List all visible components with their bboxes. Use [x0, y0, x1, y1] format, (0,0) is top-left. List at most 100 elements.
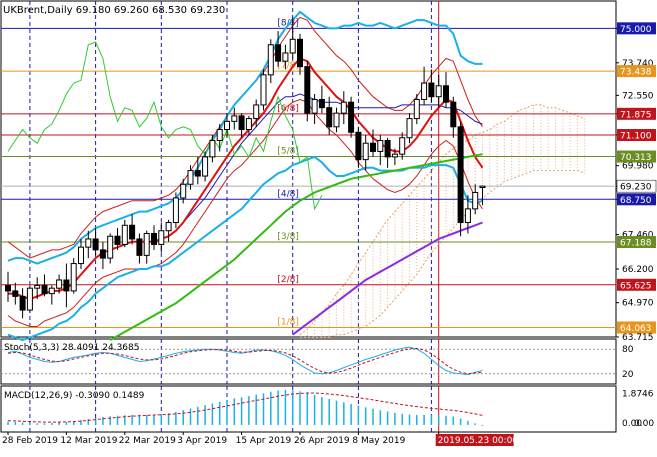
candle-body: [19, 295, 26, 311]
candle-body: [63, 279, 70, 292]
candle-body: [289, 38, 296, 54]
candle-body: [457, 126, 464, 224]
candle-body: [158, 230, 165, 245]
candle-body: [362, 142, 369, 161]
murrey-level-label: [3/8]: [277, 232, 299, 242]
murrey-level-badge-label: 75.000: [620, 25, 652, 35]
candle-body: [143, 232, 150, 256]
candle-body: [275, 44, 282, 62]
candle-body: [304, 66, 311, 114]
candle-body: [355, 131, 362, 161]
price-axis-label: 64.970: [622, 299, 654, 309]
murrey-level-label: [2/8]: [277, 275, 299, 285]
date-axis-label: 15 Apr 2019: [236, 436, 292, 446]
candle-body: [421, 82, 428, 100]
candle-body: [165, 222, 172, 232]
candle-body: [377, 139, 384, 152]
murrey-level-label: [5/8]: [277, 147, 299, 157]
candle-body: [399, 137, 406, 155]
symbol-readout: UKBrent,Daily 69.180 69.260 68.530 69.23…: [3, 5, 225, 16]
price-axis-label: 73.740: [622, 59, 654, 69]
candle-body: [216, 129, 223, 141]
candle-body: [450, 101, 457, 128]
candle-body: [114, 235, 121, 245]
price-axis-label: 63.715: [622, 333, 654, 343]
murrey-level-badge-label: 67.188: [620, 239, 652, 249]
macd-label: MACD(12,26,9) -0.3090 0.1489: [4, 391, 145, 401]
candle-body: [5, 284, 11, 292]
murrey-level-label: [8/8]: [277, 18, 299, 28]
candle-body: [282, 52, 289, 62]
date-axis-label: 26 Apr 2019: [294, 436, 350, 446]
date-axis-label: 28 Feb 2019: [2, 436, 58, 446]
murrey-level-badge-label: 65.625: [620, 281, 652, 291]
murrey-level-badge-label: 70.313: [620, 153, 652, 163]
candle-body: [209, 139, 216, 158]
candle-body: [78, 246, 84, 265]
pivot-level-badge-label: 71.100: [620, 132, 652, 142]
current-date-badge: [435, 434, 514, 446]
current-price-badge-label: 69.230: [620, 183, 652, 193]
candle-body: [253, 104, 260, 120]
murrey-level-badge: [617, 236, 656, 249]
murrey-level-badge-label: 71.875: [620, 110, 652, 120]
candle-body: [34, 284, 41, 289]
murrey-level-label: [7/8]: [277, 61, 299, 71]
murrey-level-label: [6/8]: [277, 104, 299, 114]
candle-body: [260, 74, 267, 106]
price-axis-label: 67.460: [622, 231, 654, 241]
current-date-label: 2019.05.23 00:00: [438, 436, 519, 446]
candle-body: [231, 115, 238, 122]
price-axis-label: 72.550: [622, 91, 654, 101]
murrey-level-label: [1/8]: [277, 317, 299, 327]
candle-body: [187, 170, 194, 185]
green-oscillator-line: [7, 41, 323, 211]
date-axis-label: 3 Apr 2019: [177, 436, 227, 446]
macd-axis-label: 1.8746: [622, 389, 654, 399]
candle-body: [443, 85, 449, 103]
price-axis-label: 69.980: [622, 162, 654, 172]
murrey-level-badge: [617, 107, 656, 120]
candle-body: [12, 290, 19, 297]
candle-body: [311, 98, 318, 114]
candle-body: [413, 98, 420, 120]
stochastic-signal-line: [7, 347, 483, 375]
candle-body: [464, 208, 471, 224]
candle-body: [479, 185, 486, 189]
ichimoku-span-b: [300, 170, 585, 338]
candle-body: [41, 284, 48, 295]
candle-body: [70, 263, 77, 292]
candle-body: [333, 112, 340, 128]
candle-body: [348, 101, 355, 133]
candle-body: [121, 224, 128, 245]
candle-body: [194, 170, 201, 177]
candle-body: [92, 238, 99, 251]
candle-body: [151, 232, 157, 245]
candle-body: [318, 98, 325, 109]
candle-body: [107, 235, 114, 259]
murrey-level-badge: [617, 150, 656, 163]
murrey-level-badge: [617, 193, 656, 206]
candle-body: [472, 191, 479, 210]
murrey-level-badge-label: 64.063: [620, 324, 652, 334]
ohlc-readout: 69.180 69.260 68.530 69.230: [73, 5, 226, 16]
candle-body: [326, 107, 333, 128]
macd-axis-label: 0.00: [634, 419, 654, 429]
candle-body: [370, 142, 376, 152]
candle-body: [26, 287, 33, 311]
envelope-lower-line: [7, 98, 483, 327]
stochastic-axis-label: 80: [622, 345, 634, 355]
candle-body: [428, 82, 435, 98]
pivot-level-badge: [617, 129, 656, 142]
candle-body: [391, 153, 398, 158]
candle-body: [238, 115, 245, 131]
bollinger-upper-line: [7, 10, 483, 265]
candle-body: [48, 287, 55, 295]
stochastic-panel-frame: [0, 338, 617, 385]
macd-axis-label: 0.00: [622, 419, 642, 429]
candle-body: [172, 197, 179, 224]
candle-body: [297, 38, 303, 68]
candle-body: [202, 156, 209, 177]
murrey-level-badge: [617, 321, 656, 334]
